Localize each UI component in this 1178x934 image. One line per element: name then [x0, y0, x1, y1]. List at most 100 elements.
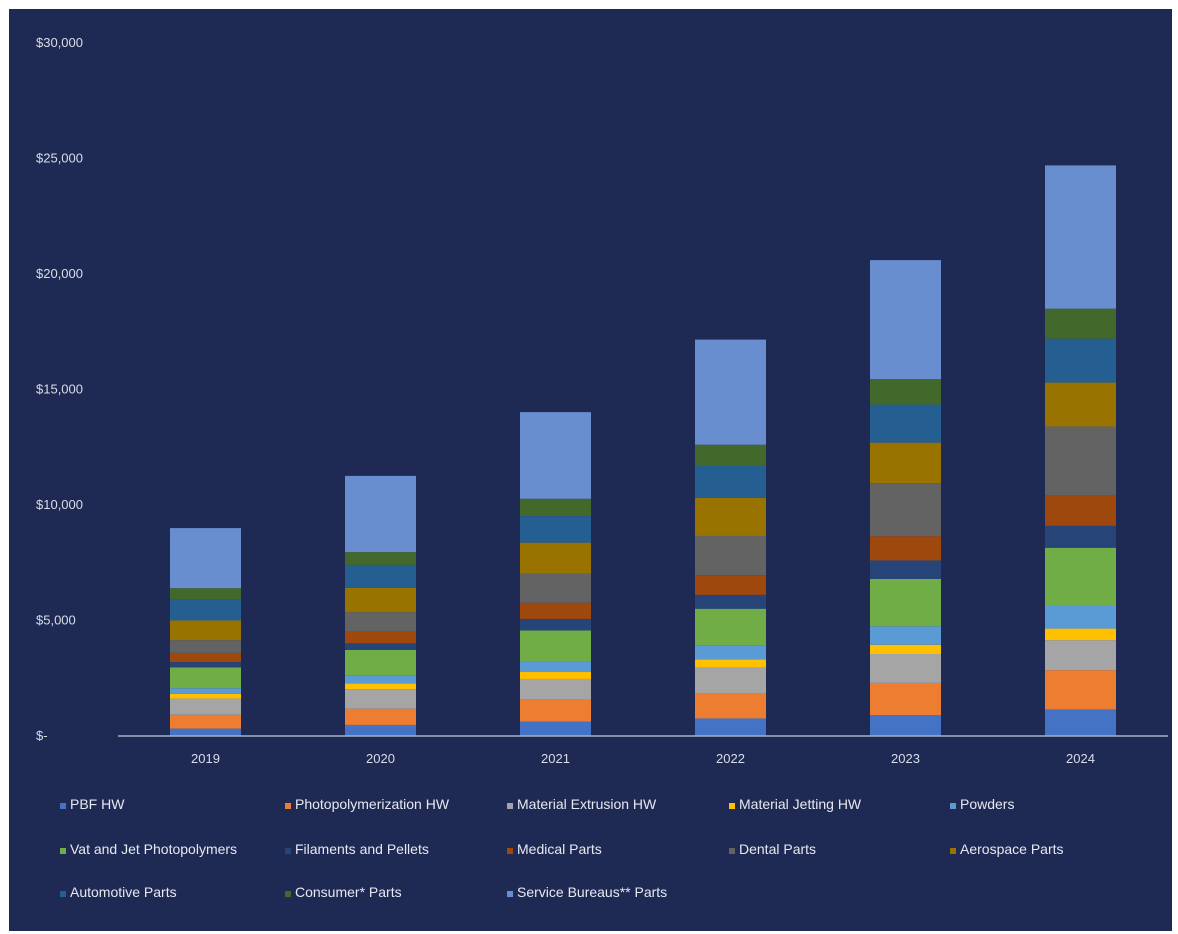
bar-segment: [345, 552, 416, 565]
bar-segment: [520, 516, 591, 543]
legend-label: Service Bureaus** Parts: [517, 884, 667, 900]
bar-segment: [345, 683, 416, 690]
bar-segment: [345, 587, 416, 613]
bar-segment: [520, 699, 591, 722]
bar-segment: [345, 475, 416, 553]
bar-segment: [170, 588, 241, 600]
bar-segment: [345, 689, 416, 709]
bar-segment: [695, 718, 766, 736]
legend-label: Material Jetting HW: [739, 796, 862, 812]
bar-segment: [520, 630, 591, 662]
bar-segment: [870, 578, 941, 627]
bar-segment: [1045, 338, 1116, 383]
bar-segment: [170, 640, 241, 653]
legend-swatch: [507, 803, 513, 809]
bar-segment: [170, 620, 241, 641]
bar-segment: [345, 631, 416, 644]
x-tick-label: 2019: [191, 751, 220, 766]
legend-label: Dental Parts: [739, 841, 816, 857]
bar-segment: [870, 536, 941, 561]
bar-segment: [695, 444, 766, 466]
bar-segment: [520, 412, 591, 499]
legend-label: Filaments and Pellets: [295, 841, 429, 857]
bar-segment: [170, 652, 241, 663]
y-tick-label: $15,000: [36, 382, 83, 397]
legend-swatch: [729, 848, 735, 854]
legend-label: Material Extrusion HW: [517, 796, 657, 812]
bar-segment: [870, 483, 941, 537]
legend-swatch: [950, 848, 956, 854]
bar-segment: [345, 612, 416, 632]
bar-segment: [695, 575, 766, 595]
bar-segment: [870, 626, 941, 645]
bar-segment: [695, 594, 766, 609]
legend-swatch: [285, 891, 291, 897]
bar-segment: [170, 599, 241, 621]
bar-segment: [1045, 670, 1116, 710]
legend-swatch: [950, 803, 956, 809]
bar-segment: [695, 659, 766, 668]
x-tick-label: 2023: [891, 751, 920, 766]
y-tick-label: $30,000: [36, 35, 83, 50]
bar-segment: [170, 662, 241, 668]
legend-label: Automotive Parts: [70, 884, 177, 900]
bar-segment: [1045, 709, 1116, 736]
bar-segment: [345, 724, 416, 736]
legend-label: Vat and Jet Photopolymers: [70, 841, 237, 857]
bar-segment: [1045, 605, 1116, 629]
x-tick-label: 2022: [716, 751, 745, 766]
bar-segment: [695, 339, 766, 445]
bar-segment: [520, 618, 591, 631]
legend-swatch: [285, 848, 291, 854]
legend-swatch: [60, 848, 66, 854]
bar-segment: [520, 672, 591, 679]
bar-segment: [1045, 308, 1116, 339]
bar-segment: [695, 645, 766, 660]
legend-swatch: [60, 803, 66, 809]
bar-segment: [1045, 382, 1116, 427]
bar-segment: [520, 721, 591, 736]
y-tick-label: $5,000: [36, 613, 76, 628]
legend-swatch: [729, 803, 735, 809]
bar-segment: [520, 602, 591, 619]
bar-segment: [520, 678, 591, 700]
bar-segment: [170, 714, 241, 729]
legend-label: Powders: [960, 796, 1014, 812]
bar-segment: [345, 564, 416, 588]
y-tick-label: $25,000: [36, 151, 83, 166]
legend-label: PBF HW: [70, 796, 125, 812]
x-tick-label: 2020: [366, 751, 395, 766]
bar-segment: [170, 688, 241, 694]
bar-segment: [170, 693, 241, 699]
bar-segment: [345, 708, 416, 725]
bar-segment: [170, 667, 241, 689]
bar-segment: [345, 643, 416, 650]
bar-segment: [870, 260, 941, 380]
bar-segment: [520, 573, 591, 603]
x-tick-label: 2024: [1066, 751, 1095, 766]
bar-segment: [870, 682, 941, 716]
bar-segment: [1045, 426, 1116, 496]
bar-segment: [695, 497, 766, 536]
bar-segment: [870, 379, 941, 405]
bar-segment: [1045, 628, 1116, 641]
bar-segment: [1045, 495, 1116, 526]
x-tick-label: 2021: [541, 751, 570, 766]
bar-segment: [870, 442, 941, 484]
y-tick-label: $10,000: [36, 497, 83, 512]
bar-segment: [870, 653, 941, 683]
bar-segment: [345, 675, 416, 684]
bar-segment: [520, 542, 591, 574]
bar-segment: [870, 715, 941, 736]
legend-label: Photopolymerization HW: [295, 796, 450, 812]
bar-segment: [345, 649, 416, 676]
bar-segment: [695, 608, 766, 646]
bar-segment: [170, 698, 241, 715]
legend-label: Aerospace Parts: [960, 841, 1064, 857]
bar-segment: [870, 404, 941, 443]
bar-segment: [695, 667, 766, 694]
legend-label: Medical Parts: [517, 841, 602, 857]
bar-segment: [1045, 547, 1116, 606]
bar-segment: [695, 465, 766, 498]
